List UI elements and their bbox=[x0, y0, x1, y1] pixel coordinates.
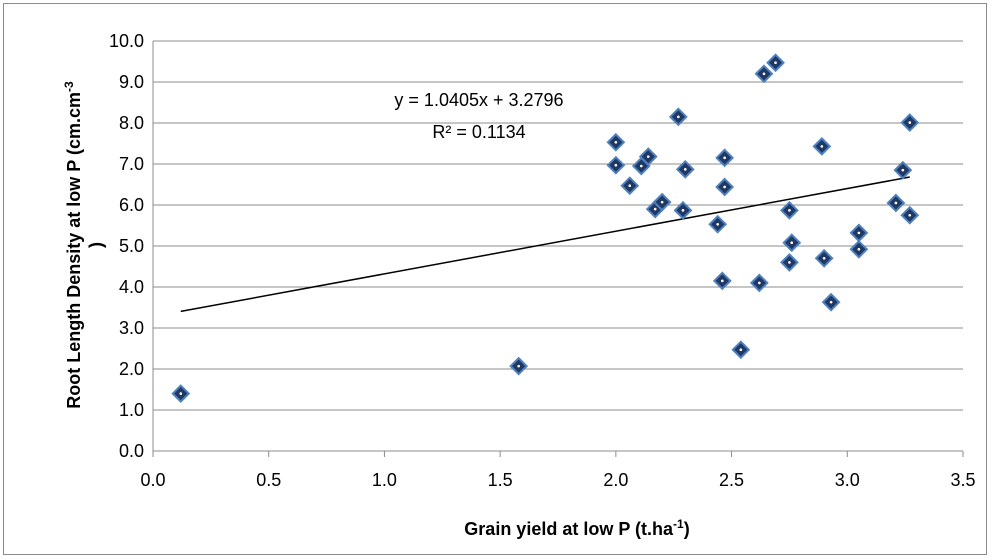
y-tick-label: 0.0 bbox=[119, 441, 144, 461]
x-axis-title-end: ) bbox=[684, 519, 690, 539]
data-point-highlight bbox=[820, 145, 824, 148]
x-tick-label: 3.0 bbox=[835, 470, 860, 490]
scatter-chart: 0.01.02.03.04.05.06.07.08.09.010.0 0.0 0.… bbox=[62, 31, 976, 539]
data-points bbox=[171, 53, 920, 404]
data-point-highlight bbox=[517, 364, 520, 368]
data-point-highlight bbox=[721, 279, 724, 283]
data-point-highlight bbox=[857, 231, 861, 235]
y-axis-title: Root Length Density at low P (cm.cm-3 bbox=[62, 81, 84, 409]
data-point-highlight bbox=[901, 168, 905, 172]
data-point-highlight bbox=[614, 163, 618, 167]
y-tick-label: 9.0 bbox=[119, 72, 144, 92]
x-tick-label: 0.5 bbox=[256, 470, 281, 490]
y-tick-label: 1.0 bbox=[119, 400, 144, 420]
x-tick-label: 2.5 bbox=[719, 470, 744, 490]
y-tick-label: 2.0 bbox=[119, 359, 144, 379]
data-point-highlight bbox=[716, 222, 719, 226]
data-point-highlight bbox=[628, 184, 632, 188]
x-tick-label: 0.0 bbox=[140, 470, 165, 490]
y-tick-label: 3.0 bbox=[119, 318, 144, 338]
data-point-highlight bbox=[683, 168, 687, 171]
y-tick-label: 4.0 bbox=[119, 277, 144, 297]
data-point-highlight bbox=[790, 241, 794, 245]
data-point-highlight bbox=[660, 200, 664, 204]
chart-frame: 0.0 1.0 2.0 3.0 4.0 5.0 6.0 7.0 8.0 9.0 10.0 0.0 0.… bbox=[3, 3, 987, 555]
y-tick-label: 10.0 bbox=[109, 31, 144, 51]
y-tick-label: 7.0 bbox=[119, 154, 144, 174]
data-point-highlight bbox=[723, 156, 726, 160]
trendline-equation: y = 1.0405x + 3.2796 bbox=[394, 90, 563, 110]
x-axis-title-sup: -1 bbox=[673, 517, 684, 531]
x-tick-label: 3.5 bbox=[950, 470, 975, 490]
data-point-highlight bbox=[179, 392, 183, 395]
y-axis-title-sup: -3 bbox=[62, 81, 76, 92]
x-tick-label: 2.0 bbox=[603, 470, 628, 490]
data-point-highlight bbox=[758, 281, 761, 285]
y-tick-label: 6.0 bbox=[119, 195, 144, 215]
data-point-highlight bbox=[822, 257, 826, 260]
data-point-highlight bbox=[857, 247, 861, 251]
data-point-highlight bbox=[646, 155, 650, 158]
y-tick-label: 8.0 bbox=[119, 113, 144, 133]
data-point-highlight bbox=[739, 348, 743, 352]
x-tick-labels: 0.0 0.5 1.0 1.5 2.0 2.5 3.0 3.5 bbox=[140, 470, 975, 490]
gridlines bbox=[152, 40, 964, 457]
data-point-highlight bbox=[762, 72, 766, 76]
x-tick-label: 1.5 bbox=[488, 470, 513, 490]
data-point-highlight bbox=[723, 185, 726, 189]
data-point-highlight bbox=[894, 201, 898, 205]
data-point-highlight bbox=[908, 213, 912, 217]
y-axis-title-group: Root Length Density at low P (cm.cm-3 ) bbox=[62, 81, 106, 409]
y-axis-title-main: Root Length Density at low P (cm.cm bbox=[64, 92, 84, 409]
data-point-highlight bbox=[829, 300, 833, 304]
data-point-highlight bbox=[677, 115, 680, 119]
data-point-highlight bbox=[640, 164, 643, 168]
y-axis-title-close: ) bbox=[86, 242, 106, 248]
x-axis-title: Grain yield at low P (t.ha-1) bbox=[464, 517, 689, 539]
data-point-highlight bbox=[908, 121, 912, 124]
y-tick-label: 5.0 bbox=[119, 236, 144, 256]
data-point-highlight bbox=[681, 209, 685, 212]
y-tick-labels: 0.0 1.0 2.0 3.0 4.0 5.0 6.0 7.0 8.0 9.0 10.0 bbox=[109, 31, 144, 461]
trendline bbox=[180, 176, 910, 313]
x-tick-label: 1.0 bbox=[372, 470, 397, 490]
x-axis-title-main: Grain yield at low P (t.ha bbox=[464, 519, 674, 539]
data-point-highlight bbox=[653, 207, 657, 211]
data-point-highlight bbox=[774, 61, 777, 65]
data-point-highlight bbox=[788, 209, 791, 212]
data-point-highlight bbox=[614, 140, 618, 144]
r-squared-label: R² = 0.1134 bbox=[432, 122, 525, 142]
data-point-highlight bbox=[788, 261, 791, 264]
